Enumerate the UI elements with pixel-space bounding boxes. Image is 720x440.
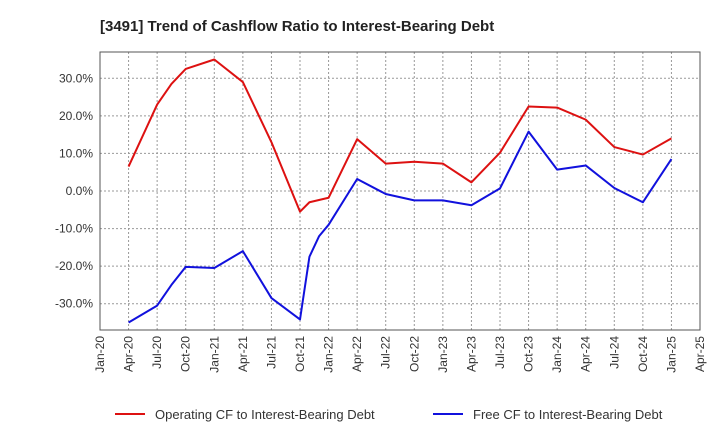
y-tick-label: -10.0% bbox=[55, 222, 93, 236]
series-lines bbox=[127, 58, 673, 324]
x-tick-label: Oct-22 bbox=[407, 336, 421, 372]
x-tick-label: Jan-20 bbox=[93, 336, 107, 373]
x-tick-label: Jul-22 bbox=[379, 336, 393, 369]
y-tick-label: 10.0% bbox=[59, 146, 93, 160]
legend-label-operating-cf: Operating CF to Interest-Bearing Debt bbox=[155, 407, 375, 422]
x-tick-label: Apr-23 bbox=[464, 336, 478, 372]
x-tick-label: Apr-22 bbox=[350, 336, 364, 372]
x-tick-label: Jan-23 bbox=[436, 336, 450, 373]
x-tick-label: Oct-20 bbox=[179, 336, 193, 372]
x-tick-label: Jan-21 bbox=[207, 336, 221, 373]
x-tick-label: Jul-21 bbox=[264, 336, 278, 369]
x-tick-label: Oct-21 bbox=[293, 336, 307, 372]
x-tick-label: Apr-24 bbox=[579, 336, 593, 372]
x-tick-label: Oct-23 bbox=[522, 336, 536, 372]
x-tick-label: Jul-24 bbox=[607, 336, 621, 369]
grid bbox=[100, 52, 700, 330]
x-tick-label: Apr-25 bbox=[693, 336, 707, 372]
x-tick-label: Jul-20 bbox=[150, 336, 164, 369]
y-tick-label: -30.0% bbox=[55, 297, 93, 311]
legend: Operating CF to Interest-Bearing Debt Fr… bbox=[115, 407, 663, 422]
x-tick-label: Apr-20 bbox=[122, 336, 136, 372]
y-axis-ticks: 30.0% 20.0% 10.0% 0.0% -10.0% -20.0% -30.0% bbox=[55, 71, 93, 310]
x-tick-label: Jan-24 bbox=[550, 336, 564, 373]
plot-area-frame bbox=[99, 51, 701, 331]
legend-label-free-cf: Free CF to Interest-Bearing Debt bbox=[473, 407, 663, 422]
x-tick-label: Oct-24 bbox=[636, 336, 650, 372]
x-tick-label: Jan-25 bbox=[664, 336, 678, 373]
y-tick-label: 30.0% bbox=[59, 71, 93, 85]
x-tick-label: Jan-22 bbox=[322, 336, 336, 373]
x-tick-label: Apr-21 bbox=[236, 336, 250, 372]
x-tick-label: Jul-23 bbox=[493, 336, 507, 369]
y-tick-label: -20.0% bbox=[55, 259, 93, 273]
y-tick-label: 20.0% bbox=[59, 109, 93, 123]
x-axis-ticks: Jan-20 Apr-20 Jul-20 Oct-20 Jan-21 Apr-21 Jul-… bbox=[93, 336, 707, 373]
series-line-operating-cf bbox=[127, 58, 672, 213]
series-line-free-cf bbox=[128, 130, 673, 324]
chart-title: [3491] Trend of Cashflow Ratio to Intere… bbox=[100, 18, 494, 35]
y-tick-label: 0.0% bbox=[66, 184, 94, 198]
